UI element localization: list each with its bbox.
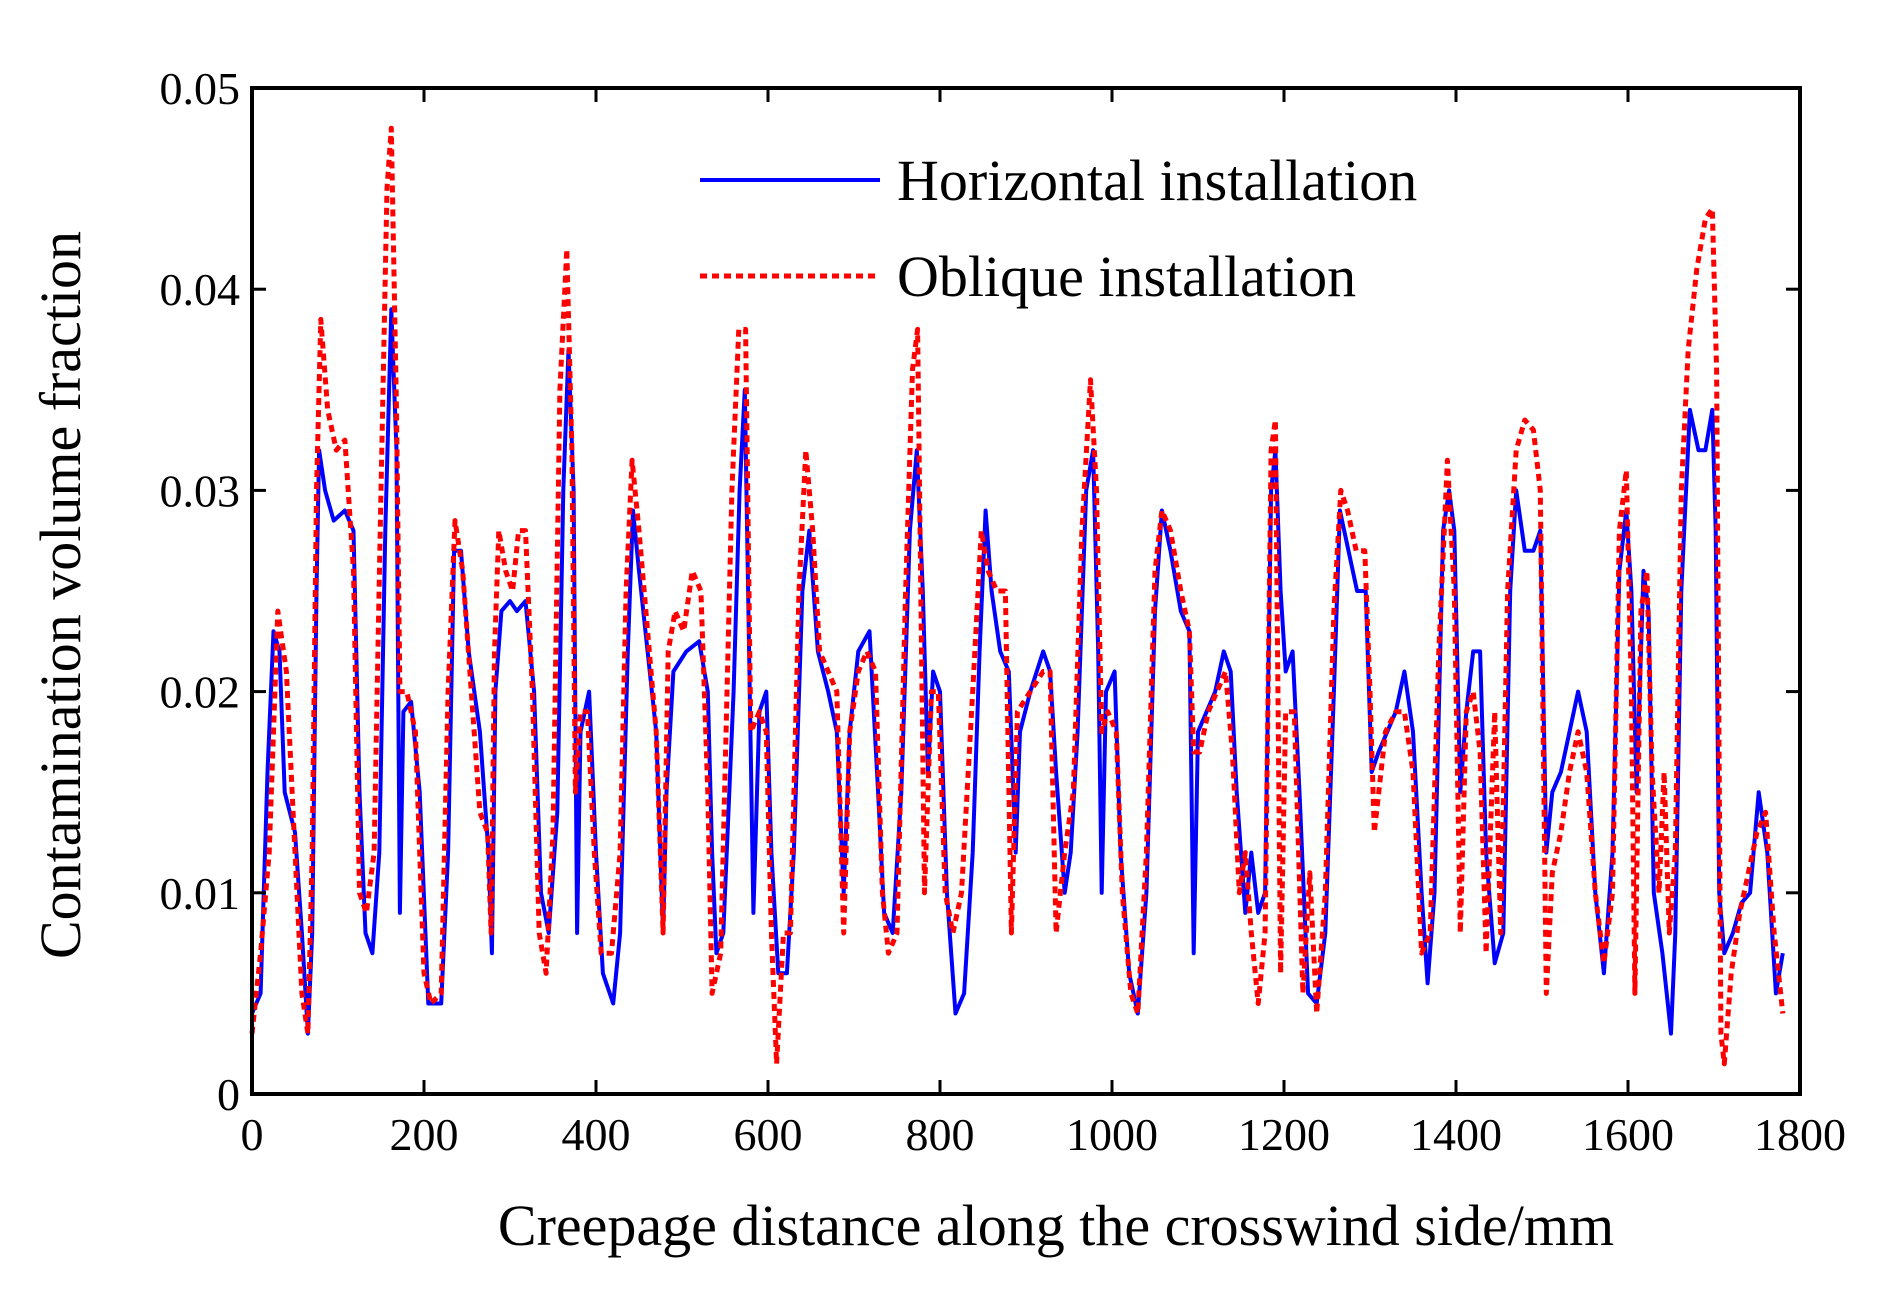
x-tick-label: 1600 bbox=[1582, 1109, 1674, 1160]
x-tick-label: 1800 bbox=[1754, 1109, 1846, 1160]
y-tick-label: 0.04 bbox=[160, 264, 241, 315]
y-tick-label: 0.02 bbox=[160, 667, 241, 718]
x-tick-label: 1000 bbox=[1066, 1109, 1158, 1160]
y-tick-label: 0.05 bbox=[160, 63, 241, 114]
legend-label-horizontal: Horizontal installation bbox=[897, 148, 1417, 213]
x-axis-title: Creepage distance along the crosswind si… bbox=[498, 1193, 1614, 1258]
x-tick-label: 1400 bbox=[1410, 1109, 1502, 1160]
y-tick-label: 0 bbox=[217, 1069, 240, 1120]
x-tick-label: 800 bbox=[906, 1109, 975, 1160]
x-tick-label: 1200 bbox=[1238, 1109, 1330, 1160]
y-axis-title: Contamination volume fraction bbox=[28, 231, 93, 959]
x-tick-label: 600 bbox=[734, 1109, 803, 1160]
x-tick-label: 400 bbox=[562, 1109, 631, 1160]
x-tick-label: 200 bbox=[390, 1109, 459, 1160]
y-tick-label: 0.01 bbox=[160, 868, 241, 919]
legend-label-oblique: Oblique installation bbox=[897, 244, 1356, 309]
line-chart: 0 200 400 600 800 1000 1200 1400 1600 1800 0 0.01 0… bbox=[0, 0, 1878, 1297]
x-tick-label: 0 bbox=[241, 1109, 264, 1160]
y-tick-label: 0.03 bbox=[160, 465, 241, 516]
